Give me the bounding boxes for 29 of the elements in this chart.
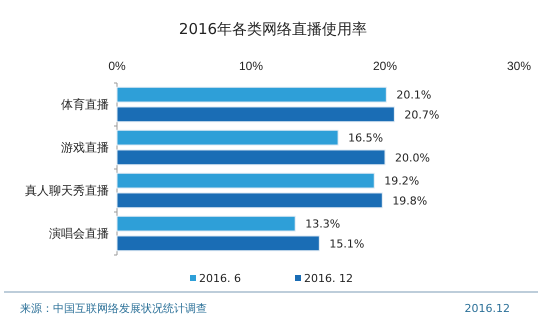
text: 20.1%	[396, 88, 432, 102]
bar	[116, 235, 320, 252]
bar	[116, 172, 375, 189]
text: 15.1%	[329, 237, 364, 250]
bar	[116, 106, 395, 122]
bar	[116, 149, 386, 166]
text: 19.2%	[384, 174, 420, 188]
bar	[116, 192, 383, 208]
x-tick-label: 0%	[108, 59, 126, 73]
y-tick-label: 真人聊天秀直播	[25, 183, 109, 198]
bar	[116, 130, 339, 146]
legend-label: 2016. 6	[199, 272, 241, 285]
text: 13.3%	[305, 218, 340, 231]
text: 20.0%	[395, 151, 430, 164]
chart-title: 2016年各类网络直播使用率	[178, 20, 368, 38]
text: 20.7%	[404, 108, 440, 122]
y-tick-label: 体育直播	[61, 97, 109, 112]
x-tick-label: 20%	[372, 59, 398, 73]
x-tick-label: 30%	[506, 59, 532, 73]
text: 19.8%	[392, 194, 428, 208]
x-tick-label: 10%	[238, 59, 264, 73]
source-note: 来源：中国互联网络发展状况统计调查	[20, 302, 207, 315]
legend-label: 2016. 12	[304, 272, 353, 285]
text: 16.5%	[348, 132, 384, 145]
bar	[116, 86, 387, 103]
text: 2016.12	[464, 302, 510, 315]
y-tick-label: 演唱会直播	[49, 226, 109, 240]
y-tick-label: 游戏直播	[61, 140, 109, 154]
bar	[116, 216, 296, 232]
